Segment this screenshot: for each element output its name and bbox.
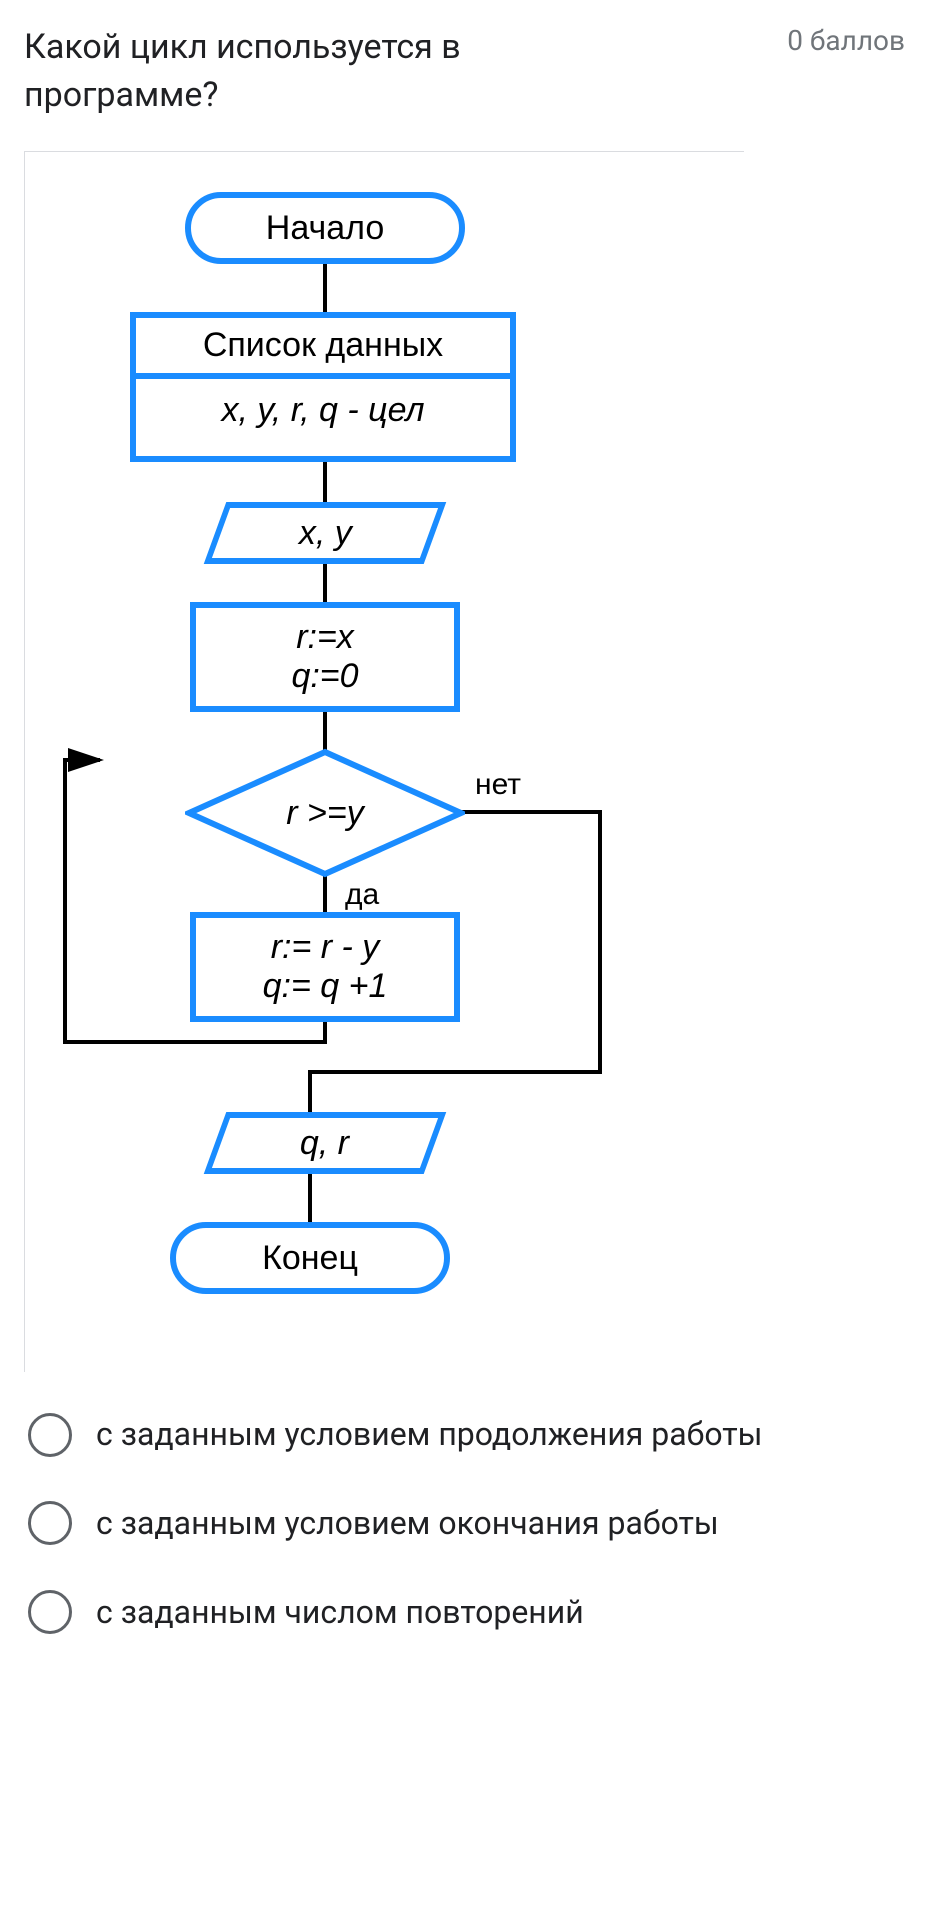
edge-label-no: нет [475,768,521,802]
option-2[interactable]: с заданным числом повторений [28,1590,905,1635]
option-0-label: с заданным условием продолжения работы [96,1412,763,1457]
question-header: Какой цикл используется в программе? 0 б… [24,24,905,119]
node-io-input-label: x, y [299,514,352,553]
node-declaration: Список данных x, y, r, q - цел [130,312,516,462]
option-2-label: с заданным числом повторений [96,1590,584,1635]
node-start: Начало [185,192,465,264]
option-1[interactable]: с заданным условием окончания работы [28,1501,905,1546]
node-proc1-line1: r:=x [296,618,354,657]
flowchart: Начало Список данных x, y, r, q - цел x,… [45,192,685,1352]
node-process-body: r:= r - y q:= q +1 [190,912,460,1022]
node-end: Конец [170,1222,450,1294]
node-io-output: q, r [204,1112,447,1174]
question-title: Какой цикл используется в программе? [24,24,624,119]
node-proc2-line1: r:= r - y [271,928,380,967]
option-0[interactable]: с заданным условием продолжения работы [28,1412,905,1457]
node-decl-top: Список данных [136,318,510,379]
flowchart-container: Начало Список данных x, y, r, q - цел x,… [24,151,744,1372]
radio-icon[interactable] [28,1413,72,1457]
node-end-label: Конец [262,1239,358,1278]
edge-label-yes: да [345,878,379,912]
node-io-input: x, y [204,502,447,564]
points-label: 0 баллов [787,24,905,57]
option-1-label: с заданным условием окончания работы [96,1501,719,1546]
node-proc2-line2: q:= q +1 [263,967,388,1006]
radio-icon[interactable] [28,1590,72,1634]
node-decision-label: r >=y [185,748,465,878]
radio-icon[interactable] [28,1501,72,1545]
node-start-label: Начало [266,209,384,248]
options-group: с заданным условием продолжения работы с… [24,1412,905,1634]
node-process-init: r:=x q:=0 [190,602,460,712]
node-proc1-line2: q:=0 [291,657,358,696]
node-decision-wrap: r >=y [185,748,465,878]
node-io-output-label: q, r [300,1124,349,1163]
node-decl-bot: x, y, r, q - цел [136,379,510,442]
